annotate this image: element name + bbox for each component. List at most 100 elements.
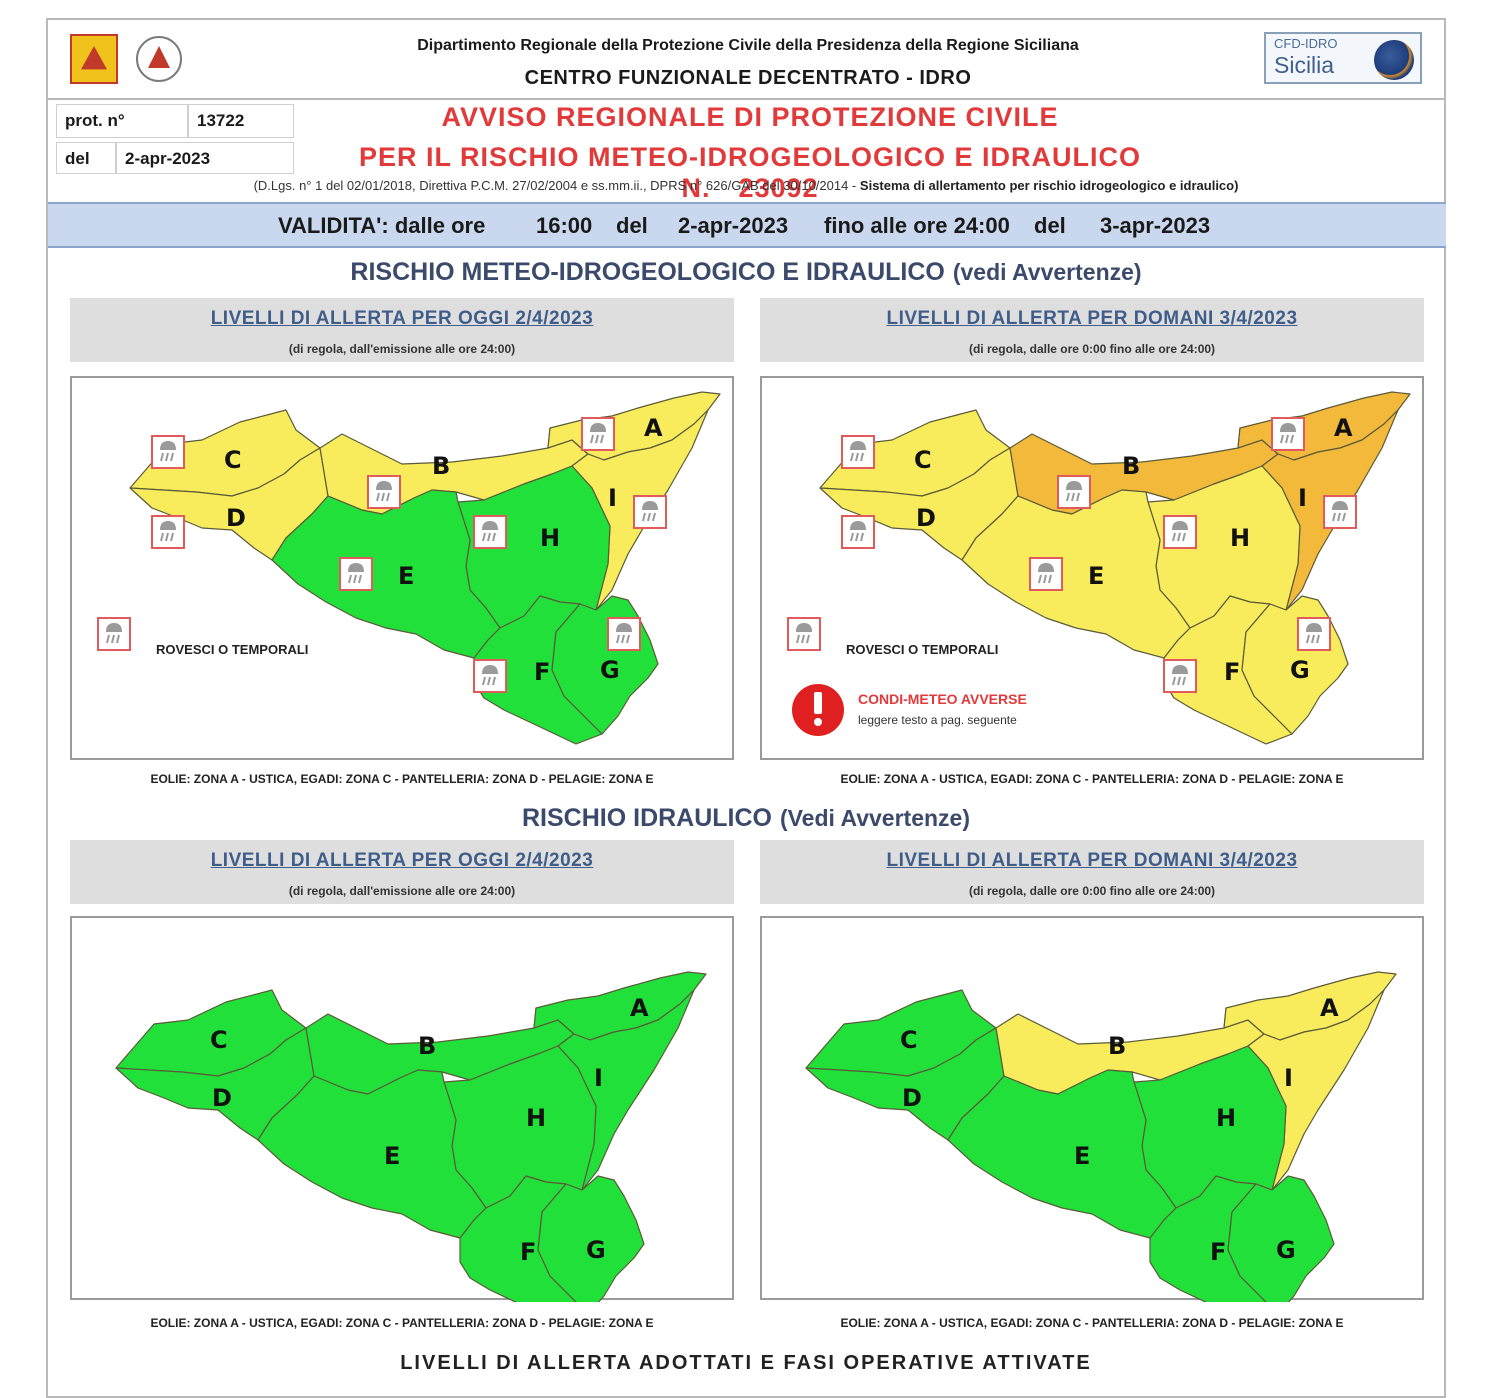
storm-icon: [841, 515, 875, 549]
section2-title: RISCHIO IDRAULICO: [522, 804, 772, 832]
zone-label-e: E: [1088, 562, 1104, 590]
storm-icon: [607, 617, 641, 651]
map-idrogeo-tomorrow: A B C D E F G H I ROVESCI O TEMPORALI CONDI-METEO …: [760, 376, 1424, 760]
zone-label-g: G: [1276, 1236, 1296, 1264]
validity-from-time: 16:00: [536, 213, 593, 238]
prot-label: prot. n°: [56, 104, 188, 138]
zone-e: [947, 1069, 1177, 1239]
zone-label-b: B: [432, 452, 450, 480]
validity-until: fino alle ore 24:00: [824, 213, 1010, 238]
storm-icon: [473, 659, 507, 693]
validity-bar: VALIDITA': dalle ore 16:00 del 2-apr-202…: [48, 202, 1446, 248]
zone-label-c: C: [900, 1026, 918, 1054]
today-title-2: LIVELLI DI ALLERTA PER OGGI 2/4/2023: [210, 850, 594, 871]
globe-icon: [1374, 40, 1414, 80]
protezione-civile-logo: [136, 36, 182, 82]
validity-label: VALIDITA': dalle ore: [278, 213, 486, 238]
sicily-map: A B C D E F G H I: [819, 391, 1411, 745]
section1-title: RISCHIO METEO-IDROGEOLOGICO E IDRAULICO: [350, 258, 945, 286]
storm-icon: [1297, 617, 1331, 651]
sicily-map: A B C D E F G H I: [115, 971, 707, 1302]
zone-label-d: D: [212, 1084, 232, 1112]
prot-value: 13722: [188, 104, 294, 138]
storm-icon: [1163, 515, 1197, 549]
zone-label-i: I: [608, 484, 617, 512]
islands-note-2: EOLIE: ZONA A - USTICA, EGADI: ZONA C - …: [840, 772, 1344, 786]
zone-label-f: F: [520, 1238, 536, 1266]
storm-icon: [1029, 557, 1063, 591]
zone-label-f: F: [534, 658, 550, 686]
zone-label-a: A: [1320, 994, 1339, 1022]
tomorrow-title-1: LIVELLI DI ALLERTA PER DOMANI 3/4/2023: [886, 308, 1298, 329]
zone-e: [271, 489, 501, 659]
map-idraulico-today: A B C D E F G H I: [70, 916, 734, 1302]
zone-label-c: C: [914, 446, 932, 474]
del-value: 2-apr-2023: [116, 142, 294, 174]
islands-note-3: EOLIE: ZONA A - USTICA, EGADI: ZONA C - …: [150, 1316, 654, 1330]
zone-label-a: A: [644, 414, 663, 442]
tomorrow-alert-header-2: LIVELLI DI ALLERTA PER DOMANI 3/4/2023 (…: [760, 840, 1424, 904]
validity-from-date: 2-apr-2023: [678, 213, 789, 238]
storm-icon: [633, 495, 667, 529]
cfd-logo-line2: Sicilia: [1274, 52, 1335, 78]
zone-label-d: D: [916, 504, 936, 532]
zone-label-c: C: [210, 1026, 228, 1054]
legal-references-text: (D.Lgs. n° 1 del 02/01/2018, Direttiva P…: [253, 178, 857, 193]
legend-storms: ROVESCI O TEMPORALI: [156, 642, 308, 657]
legend-adverse: CONDI-METEO AVVERSE: [858, 691, 1027, 707]
tomorrow-subtitle-1: (di regola, dalle ore 0:00 fino alle ore…: [968, 342, 1216, 356]
protocol-table: prot. n° 13722 del 2-apr-2023: [56, 104, 294, 174]
legal-references-bold: Sistema di allertamento per rischio idro…: [859, 178, 1239, 193]
today-alert-header-2: LIVELLI DI ALLERTA PER OGGI 2/4/2023 (di…: [70, 840, 734, 904]
zone-label-e: E: [1074, 1142, 1090, 1170]
storm-icon: [787, 617, 821, 651]
tomorrow-alert-header-1: LIVELLI DI ALLERTA PER DOMANI 3/4/2023 (…: [760, 298, 1424, 362]
storm-icon: [1057, 475, 1091, 509]
today-subtitle-2: (di regola, dall'emissione alle ore 24:0…: [288, 884, 516, 898]
section1-note: (vedi Avvertenze): [952, 259, 1142, 285]
del-label: del: [56, 142, 116, 174]
cfd-logo-line1: CFD-IDRO: [1274, 36, 1338, 51]
islands-note-1: EOLIE: ZONA A - USTICA, EGADI: ZONA C - …: [150, 772, 654, 786]
tomorrow-subtitle-2: (di regola, dalle ore 0:00 fino alle ore…: [968, 884, 1216, 898]
zone-label-g: G: [1290, 656, 1310, 684]
today-title-1: LIVELLI DI ALLERTA PER OGGI 2/4/2023: [210, 308, 594, 329]
zone-label-f: F: [1224, 658, 1240, 686]
storm-icon: [151, 515, 185, 549]
zone-e: [961, 489, 1191, 659]
map-idrogeo-today: A B C D E F G H I ROVESCI O TEMPORALI: [70, 376, 734, 760]
storm-icon: [151, 435, 185, 469]
storm-icon: [473, 515, 507, 549]
validity-del-1: del: [616, 213, 648, 238]
regione-sicilia-logo: [70, 34, 118, 84]
zone-label-i: I: [1298, 484, 1307, 512]
section-idraulico-title: RISCHIO IDRAULICO (Vedi Avvertenze): [48, 804, 1444, 833]
section2-note: (Vedi Avvertenze): [779, 805, 970, 831]
warning-icon: [792, 684, 844, 736]
tomorrow-title-2: LIVELLI DI ALLERTA PER DOMANI 3/4/2023: [886, 850, 1298, 871]
zone-label-h: H: [1216, 1104, 1236, 1132]
zone-label-d: D: [902, 1084, 922, 1112]
zone-label-c: C: [224, 446, 242, 474]
validity-to-date: 3-apr-2023: [1100, 213, 1211, 238]
document-header: Dipartimento Regionale della Protezione …: [48, 20, 1444, 100]
zone-e: [257, 1069, 487, 1239]
zone-label-a: A: [1334, 414, 1353, 442]
islands-note-4: EOLIE: ZONA A - USTICA, EGADI: ZONA C - …: [840, 1316, 1344, 1330]
map-idraulico-tomorrow: A B C D E F G H I: [760, 916, 1424, 1302]
notice-title-line2: PER IL RISCHIO METEO-IDROGEOLOGICO E IDR…: [300, 142, 1200, 204]
zone-label-d: D: [226, 504, 246, 532]
storm-icon: [841, 435, 875, 469]
today-alert-header-1: LIVELLI DI ALLERTA PER OGGI 2/4/2023 (di…: [70, 298, 734, 362]
legend-storms: ROVESCI O TEMPORALI: [846, 642, 998, 657]
section-idrogeologico-title: RISCHIO METEO-IDROGEOLOGICO E IDRAULICO …: [48, 258, 1444, 287]
zone-label-g: G: [600, 656, 620, 684]
storm-icon: [1323, 495, 1357, 529]
zone-g: [537, 1175, 645, 1302]
storm-icon: [1163, 659, 1197, 693]
zone-label-e: E: [384, 1142, 400, 1170]
zone-label-b: B: [418, 1032, 436, 1060]
validity-del-2: del: [1034, 213, 1066, 238]
legal-references: (D.Lgs. n° 1 del 02/01/2018, Direttiva P…: [48, 178, 1444, 193]
zone-label-b: B: [1122, 452, 1140, 480]
